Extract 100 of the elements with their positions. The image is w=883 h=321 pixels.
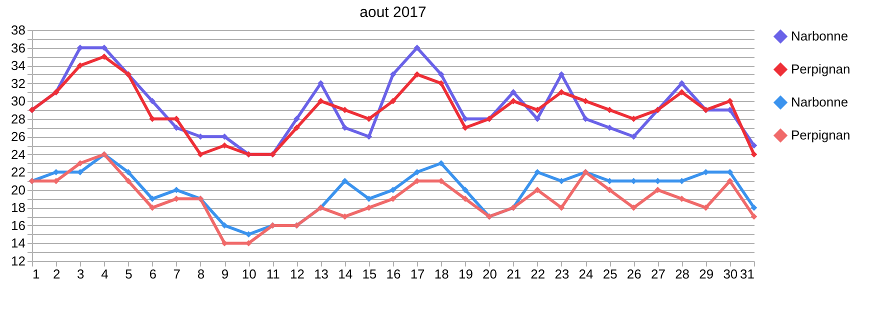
- point: [149, 196, 156, 202]
- point: [750, 204, 758, 211]
- point: [558, 178, 565, 184]
- point: [125, 178, 132, 184]
- x-tick-label: 30: [723, 266, 738, 282]
- point: [558, 204, 565, 211]
- x-tick-label: 16: [386, 266, 401, 282]
- x-tick-label: 23: [554, 266, 570, 282]
- x-tick-label: 10: [242, 266, 256, 282]
- x-tick-label: 21: [506, 266, 522, 282]
- x-tick-label: 24: [578, 266, 594, 282]
- point: [390, 196, 396, 202]
- y-tick-label: 18: [11, 200, 26, 216]
- point: [606, 186, 613, 194]
- point: [366, 204, 372, 211]
- x-tick-label: 19: [458, 266, 473, 282]
- point: [438, 80, 444, 86]
- y-tick-label: 28: [11, 111, 26, 126]
- legend-label: Narbonne: [791, 28, 848, 44]
- point: [462, 196, 468, 202]
- x-tick-label: 14: [338, 266, 353, 282]
- point: [726, 98, 734, 104]
- point: [678, 80, 685, 86]
- legend-label: Narbonne: [791, 94, 848, 110]
- x-tick-label: 20: [482, 266, 497, 282]
- x-tick-label: 13: [314, 266, 329, 282]
- x-tick-label: 25: [602, 266, 618, 282]
- point: [197, 151, 204, 158]
- point: [750, 142, 758, 149]
- point: [76, 62, 84, 69]
- y-tick-label: 32: [11, 76, 26, 91]
- point: [366, 116, 372, 122]
- y-tick-label: 30: [11, 94, 26, 109]
- point: [390, 98, 396, 104]
- point: [221, 222, 228, 229]
- y-tick-label: 16: [11, 218, 26, 233]
- x-tick-label: 22: [530, 266, 546, 282]
- point: [462, 186, 468, 194]
- point: [438, 71, 444, 78]
- point: [414, 168, 420, 176]
- point: [173, 186, 180, 194]
- point: [294, 116, 300, 122]
- point: [630, 116, 637, 122]
- chart-title: aout 2017: [360, 4, 426, 21]
- point: [558, 89, 565, 96]
- point: [318, 80, 324, 86]
- point: [342, 213, 348, 220]
- y-tick-label: 36: [11, 40, 26, 56]
- point: [750, 213, 758, 220]
- y-tick-label: 14: [11, 236, 26, 251]
- point: [702, 204, 710, 211]
- point: [534, 106, 541, 114]
- x-tick-label: 26: [626, 266, 642, 282]
- x-tick-label: 5: [125, 266, 132, 282]
- point: [414, 44, 420, 51]
- x-tick-label: 1: [32, 266, 40, 282]
- point: [294, 124, 300, 131]
- x-tick-label: 6: [149, 266, 156, 282]
- point: [534, 116, 541, 122]
- point: [534, 168, 541, 176]
- point: [534, 186, 541, 194]
- x-tick-label: 2: [52, 266, 60, 282]
- point: [342, 124, 348, 131]
- point: [76, 160, 84, 166]
- point: [414, 71, 420, 78]
- point: [630, 133, 637, 140]
- point: [606, 124, 613, 131]
- point: [173, 124, 180, 131]
- x-tick-label: 28: [675, 266, 690, 282]
- x-tick-label: 3: [77, 266, 84, 282]
- y-tick-label: 26: [11, 129, 26, 144]
- x-tick-label: 11: [266, 266, 280, 282]
- y-tick-label: 34: [11, 58, 26, 74]
- x-tick-label: 4: [101, 266, 108, 282]
- y-tick-label: 24: [11, 146, 26, 162]
- x-tick-label: 18: [434, 266, 449, 282]
- x-tick-label: 9: [221, 266, 229, 282]
- point: [438, 160, 444, 166]
- point: [726, 178, 734, 184]
- point: [630, 204, 637, 211]
- point: [510, 98, 516, 104]
- point: [390, 186, 396, 194]
- point: [582, 98, 589, 104]
- point: [390, 71, 396, 78]
- point: [366, 133, 372, 140]
- x-tick-label: 8: [197, 266, 205, 282]
- x-tick-label: 12: [290, 266, 304, 282]
- point: [366, 196, 372, 202]
- y-tick-label: 20: [11, 182, 26, 198]
- point: [318, 98, 324, 104]
- y-tick-label: 22: [11, 164, 26, 180]
- point: [462, 124, 468, 131]
- x-tick-label: 17: [410, 266, 425, 282]
- x-tick-label: 31: [740, 266, 754, 282]
- legend-label: Perpignan: [791, 62, 850, 76]
- point: [149, 116, 156, 122]
- legend-label: Perpignan: [791, 128, 850, 142]
- point: [606, 106, 613, 114]
- x-tick-label: 29: [699, 266, 714, 282]
- point: [654, 186, 661, 194]
